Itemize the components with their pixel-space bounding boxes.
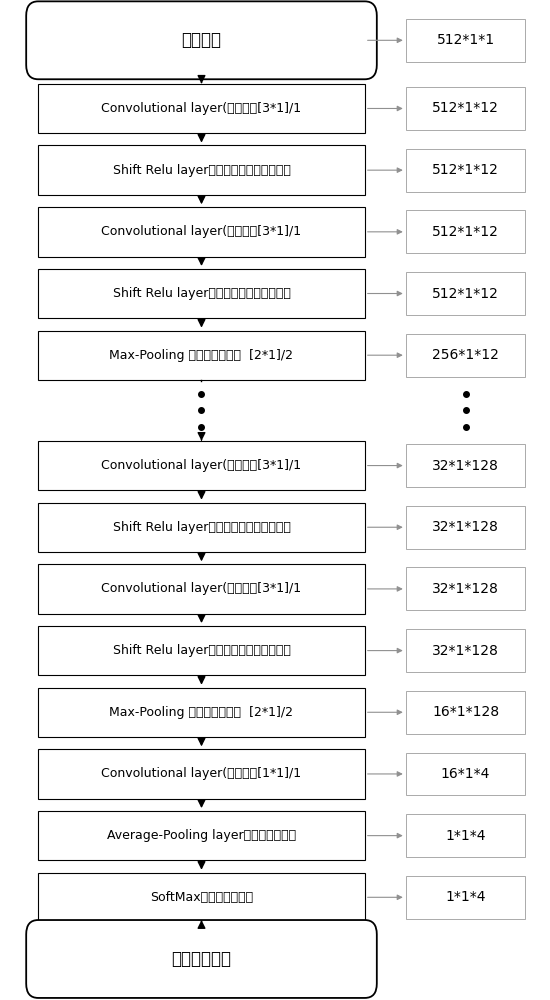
Text: 16*1*128: 16*1*128	[432, 705, 499, 719]
FancyBboxPatch shape	[406, 210, 525, 253]
FancyBboxPatch shape	[38, 145, 365, 195]
Text: SoftMax（软最大化层）: SoftMax（软最大化层）	[150, 891, 253, 904]
FancyBboxPatch shape	[38, 441, 365, 490]
Text: 32*1*128: 32*1*128	[432, 459, 499, 473]
Text: Average-Pooling layer（平均池化层）: Average-Pooling layer（平均池化层）	[107, 829, 296, 842]
Text: Max-Pooling （最大池化层）  [2*1]/2: Max-Pooling （最大池化层） [2*1]/2	[109, 349, 294, 362]
FancyBboxPatch shape	[406, 19, 525, 62]
FancyBboxPatch shape	[38, 564, 365, 614]
FancyBboxPatch shape	[406, 334, 525, 377]
FancyBboxPatch shape	[38, 331, 365, 380]
FancyBboxPatch shape	[406, 87, 525, 130]
FancyBboxPatch shape	[38, 84, 365, 133]
Text: Shift Relu layer（偏移修正线性单元层）: Shift Relu layer（偏移修正线性单元层）	[113, 287, 290, 300]
Text: 512*1*1: 512*1*1	[437, 33, 494, 47]
Text: Shift Relu layer（偏移修正线性单元层）: Shift Relu layer（偏移修正线性单元层）	[113, 644, 290, 657]
FancyBboxPatch shape	[38, 811, 365, 860]
FancyBboxPatch shape	[38, 688, 365, 737]
FancyBboxPatch shape	[38, 626, 365, 675]
FancyBboxPatch shape	[38, 873, 365, 922]
Text: 512*1*12: 512*1*12	[432, 287, 499, 301]
FancyBboxPatch shape	[38, 749, 365, 799]
Text: 1*1*4: 1*1*4	[446, 829, 486, 843]
Text: Convolutional layer(卷积层）[3*1]/1: Convolutional layer(卷积层）[3*1]/1	[101, 582, 301, 595]
Text: Max-Pooling （最大池化层）  [2*1]/2: Max-Pooling （最大池化层） [2*1]/2	[109, 706, 294, 719]
FancyBboxPatch shape	[26, 1, 377, 79]
FancyBboxPatch shape	[38, 269, 365, 318]
Text: Convolutional layer(卷积层）[3*1]/1: Convolutional layer(卷积层）[3*1]/1	[101, 225, 301, 238]
FancyBboxPatch shape	[406, 629, 525, 672]
Text: Convolutional layer(卷积层）[1*1]/1: Convolutional layer(卷积层）[1*1]/1	[101, 767, 301, 780]
Text: 256*1*12: 256*1*12	[432, 348, 499, 362]
FancyBboxPatch shape	[406, 691, 525, 734]
FancyBboxPatch shape	[406, 876, 525, 919]
Text: Shift Relu layer（偏移修正线性单元层）: Shift Relu layer（偏移修正线性单元层）	[113, 521, 290, 534]
FancyBboxPatch shape	[406, 272, 525, 315]
Text: 512*1*12: 512*1*12	[432, 101, 499, 115]
FancyBboxPatch shape	[406, 814, 525, 857]
Text: Convolutional layer(卷积层）[3*1]/1: Convolutional layer(卷积层）[3*1]/1	[101, 102, 301, 115]
Text: 32*1*128: 32*1*128	[432, 520, 499, 534]
Text: 16*1*4: 16*1*4	[441, 767, 490, 781]
FancyBboxPatch shape	[26, 920, 377, 998]
Text: 32*1*128: 32*1*128	[432, 644, 499, 658]
FancyBboxPatch shape	[406, 506, 525, 549]
Text: Shift Relu layer（偏移修正线性单元层）: Shift Relu layer（偏移修正线性单元层）	[113, 164, 290, 177]
Text: 512*1*12: 512*1*12	[432, 163, 499, 177]
Text: Convolutional layer(卷积层）[3*1]/1: Convolutional layer(卷积层）[3*1]/1	[101, 459, 301, 472]
Text: 32*1*128: 32*1*128	[432, 582, 499, 596]
FancyBboxPatch shape	[406, 149, 525, 192]
FancyBboxPatch shape	[406, 567, 525, 610]
Text: 输出故障类型: 输出故障类型	[172, 950, 232, 968]
Text: 输入数据: 输入数据	[182, 31, 222, 49]
FancyBboxPatch shape	[38, 207, 365, 257]
FancyBboxPatch shape	[406, 444, 525, 487]
FancyBboxPatch shape	[38, 503, 365, 552]
Text: 512*1*12: 512*1*12	[432, 225, 499, 239]
Text: 1*1*4: 1*1*4	[446, 890, 486, 904]
FancyBboxPatch shape	[406, 753, 525, 795]
